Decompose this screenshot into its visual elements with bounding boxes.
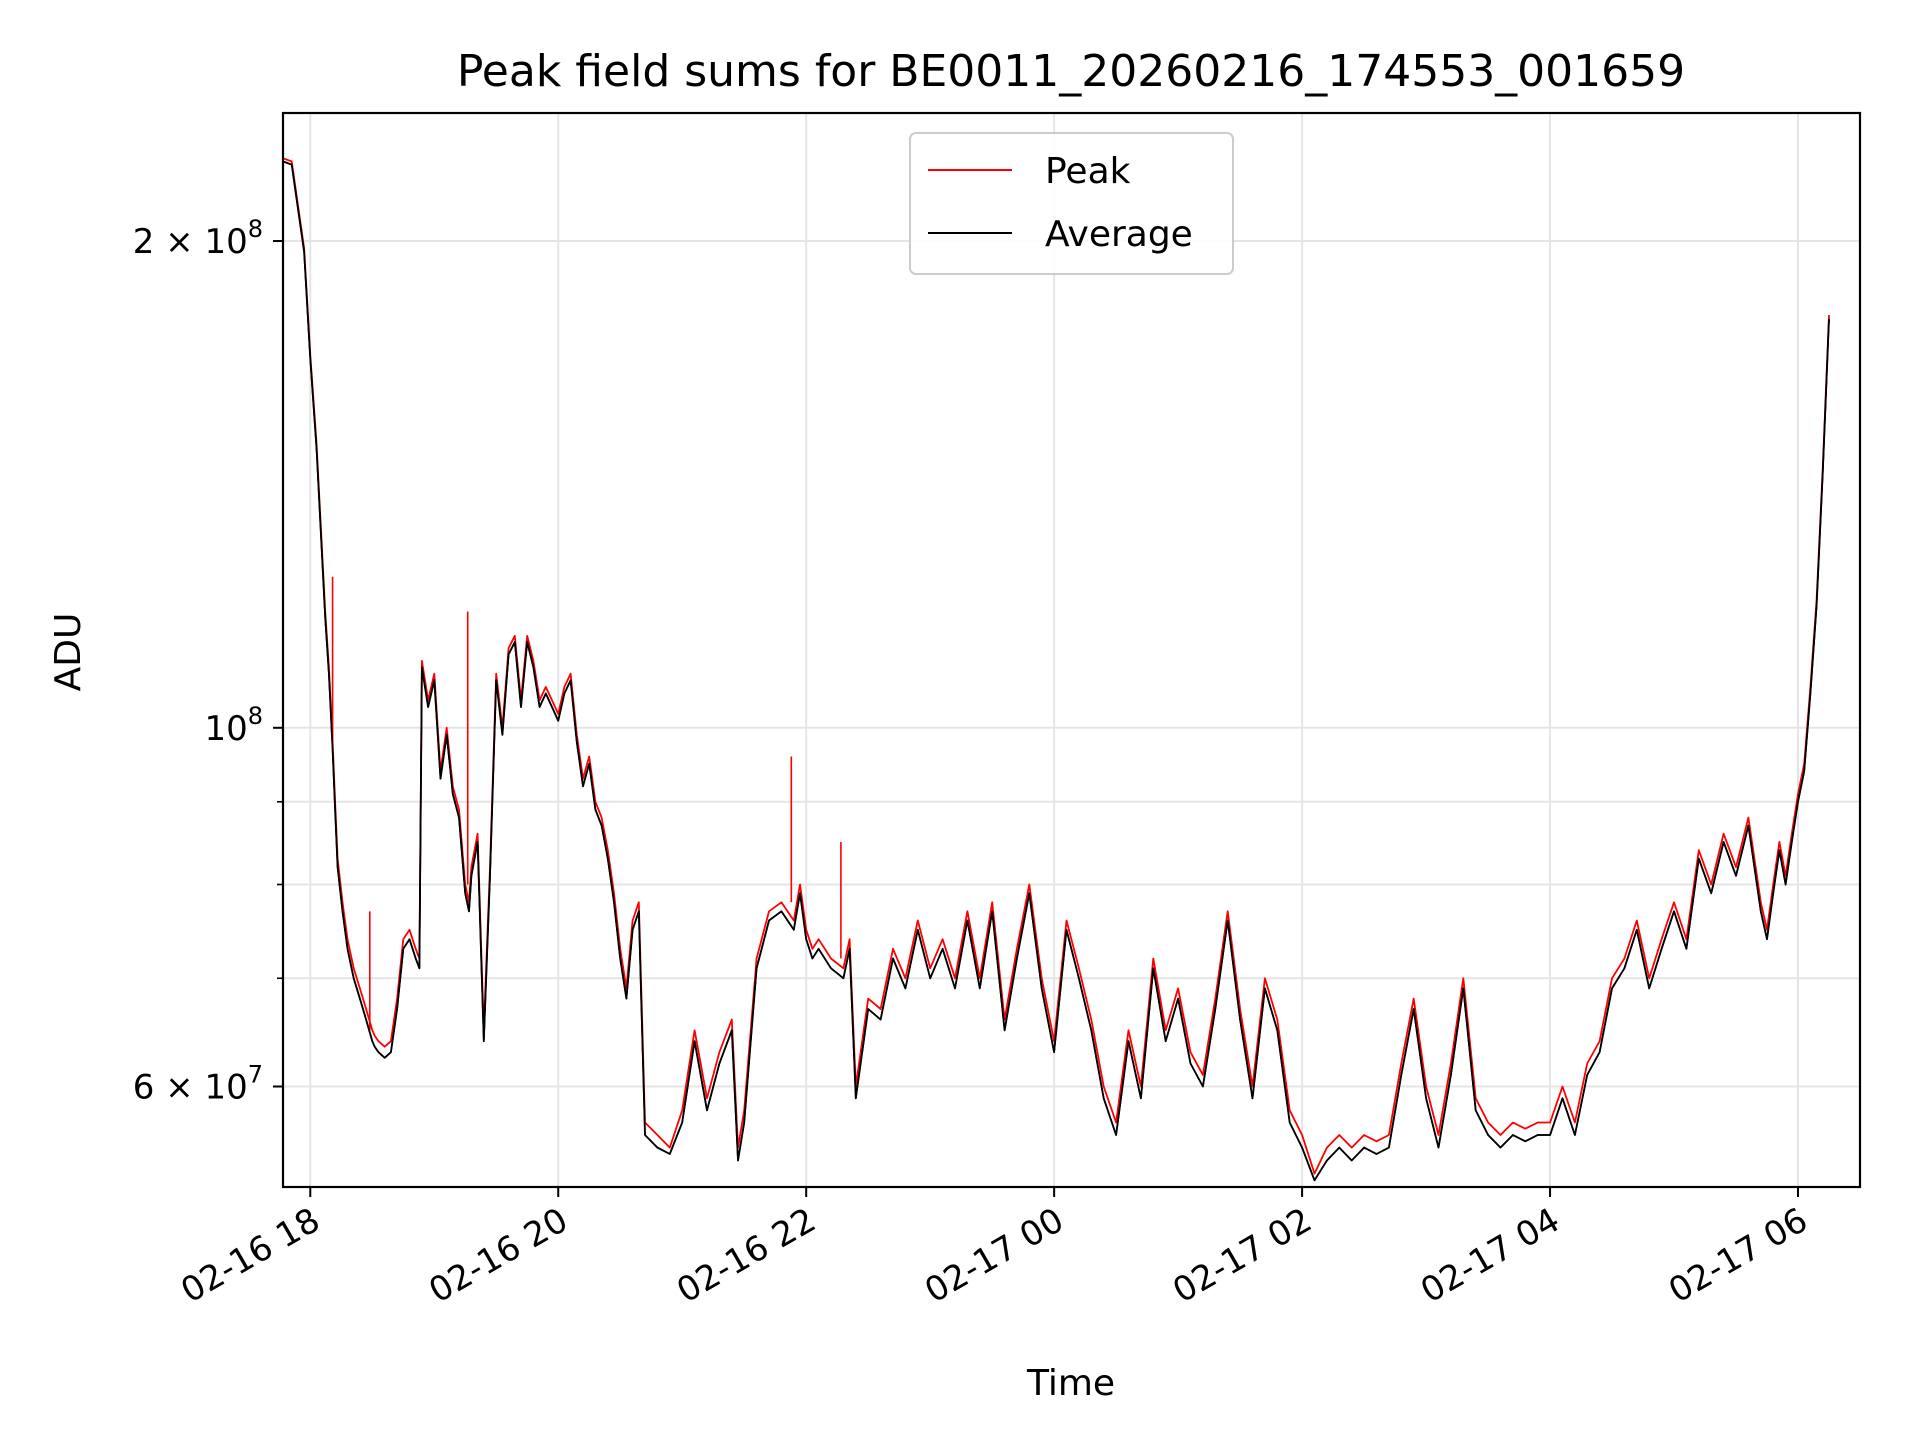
y-tick-label: 6 × 107: [133, 1061, 263, 1108]
plot-frame: [281, 111, 1862, 1189]
legend-box: [909, 132, 1234, 275]
chart-title: Peak field sums for BE0011_20260216_1745…: [457, 46, 1685, 97]
legend: Peak Average: [909, 132, 1234, 275]
series-group: [283, 157, 1830, 1182]
plot-area: [283, 157, 1830, 1182]
series-line-average-top: [283, 160, 1830, 1182]
y-tick-label: 2 × 108: [133, 215, 263, 262]
x-axis-label: Time: [1026, 1363, 1115, 1404]
y-axis-label: ADU: [48, 613, 89, 692]
legend-label-average: Average: [1045, 214, 1193, 255]
legend-label-peak: Peak: [1045, 151, 1131, 192]
y-tick-label: 108: [204, 702, 263, 749]
